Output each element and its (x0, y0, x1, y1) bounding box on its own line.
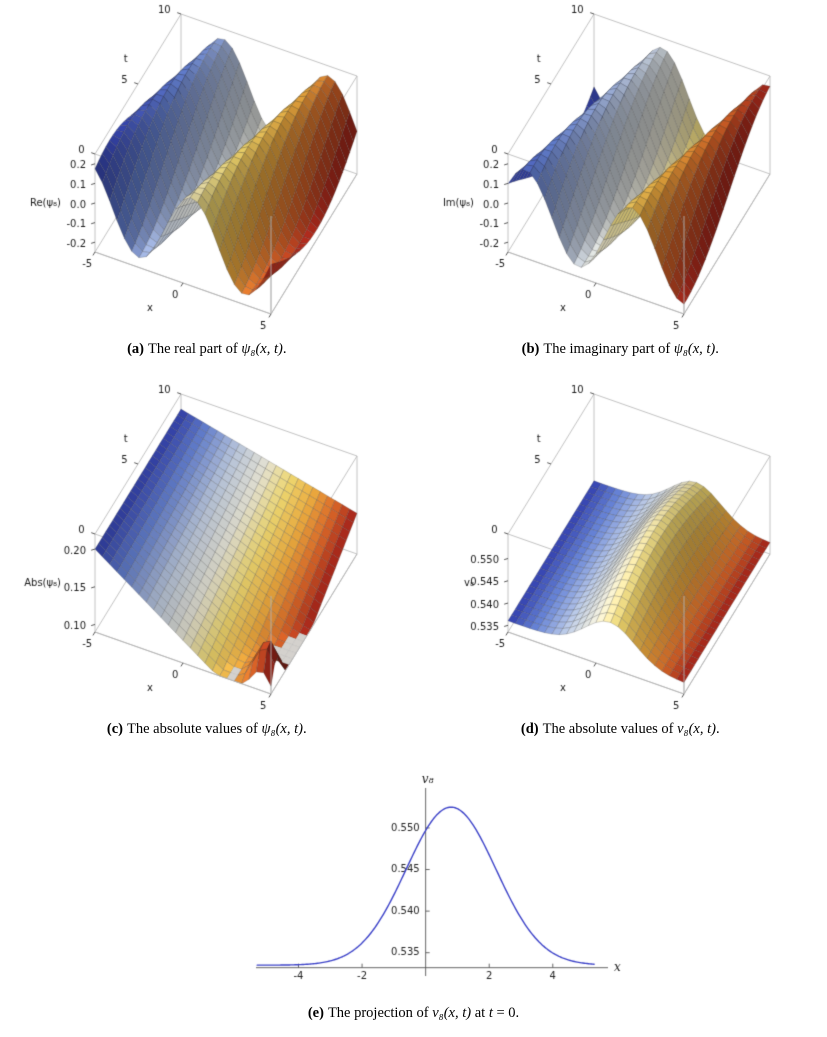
caption-e: (e) The projection of v₈(x, t) at t = 0. (308, 1005, 519, 1022)
caption-text-after: . (282, 341, 287, 357)
caption-text-after: . (302, 721, 307, 737)
caption-label: (a) (127, 341, 144, 357)
caption-b: (b) The imaginary part of ψ₈(x, t). (522, 341, 719, 358)
figure-row-2: (c) The absolute values of ψ₈(x, t). (d) T… (0, 384, 827, 738)
figure-row-1: (a) The real part of ψ₈(x, t). (b) The ima… (0, 0, 827, 358)
surface-plot-imag-psi8 (430, 4, 811, 338)
caption-label: (c) (106, 721, 124, 737)
panel-a: (a) The real part of ψ₈(x, t). (0, 4, 414, 358)
panel-e: (e) The projection of v₈(x, t) at t = 0. (0, 772, 827, 1022)
caption-text-after: . (715, 721, 720, 737)
caption-math-2: t (488, 1005, 493, 1021)
caption-text: The absolute values of (542, 721, 678, 737)
figure-row-3: (e) The projection of v₈(x, t) at t = 0. (0, 772, 827, 1022)
caption-text: The absolute values of (127, 721, 262, 737)
caption-math: ψ₈(x, t) (241, 341, 283, 357)
caption-a: (a) The real part of ψ₈(x, t). (127, 341, 286, 358)
caption-label: (d) (520, 721, 539, 737)
caption-text: The projection of (327, 1005, 433, 1021)
surface-plot-abs-psi8 (16, 384, 397, 718)
surface-plot-abs-v8 (430, 384, 811, 718)
caption-math: v₈(x, t) (432, 1005, 472, 1021)
caption-d: (d) The absolute values of v₈(x, t). (521, 721, 720, 738)
panel-b: (b) The imaginary part of ψ₈(x, t). (414, 4, 827, 358)
panel-d: (d) The absolute values of v₈(x, t). (414, 384, 827, 738)
caption-c: (c) The absolute values of ψ₈(x, t). (107, 721, 307, 738)
line-plot-v8-projection (193, 772, 634, 1002)
caption-text-after: = 0. (492, 1005, 520, 1021)
caption-math: ψ₈(x, t) (261, 721, 303, 737)
caption-math: ψ₈(x, t) (673, 341, 716, 357)
caption-label: (b) (521, 341, 540, 357)
caption-text: The imaginary part of (543, 341, 674, 357)
caption-label: (e) (307, 1005, 324, 1021)
surface-plot-real-psi8 (16, 4, 397, 338)
caption-text: The real part of (147, 341, 242, 357)
caption-math: v₈(x, t) (677, 721, 716, 737)
caption-text-after: . (715, 341, 719, 357)
caption-text-mid: at (471, 1005, 489, 1021)
panel-c: (c) The absolute values of ψ₈(x, t). (0, 384, 414, 738)
